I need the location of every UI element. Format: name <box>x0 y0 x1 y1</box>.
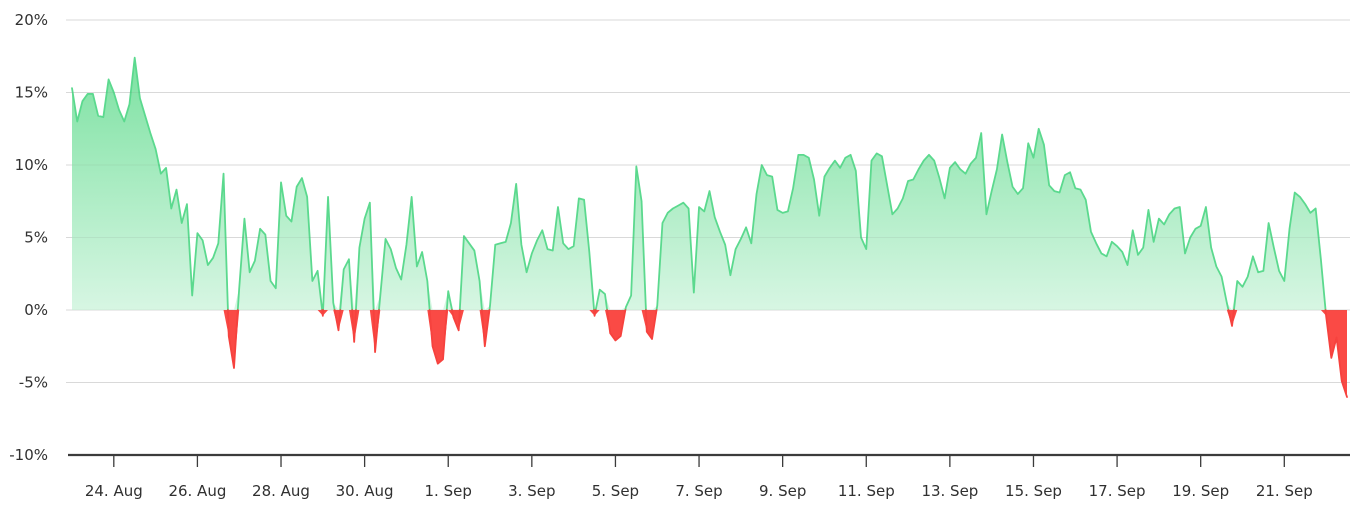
y-axis-label: 5% <box>24 229 48 247</box>
x-axis-label: 3. Sep <box>508 482 555 500</box>
y-axis-label: 10% <box>15 156 48 174</box>
x-axis-label: 30. Aug <box>336 482 394 500</box>
x-axis-label: 24. Aug <box>85 482 143 500</box>
y-axis-label: -5% <box>19 374 48 392</box>
x-axis-label: 28. Aug <box>252 482 310 500</box>
x-axis-label: 11. Sep <box>838 482 895 500</box>
x-axis-label: 9. Sep <box>759 482 806 500</box>
x-axis-label: 21. Sep <box>1256 482 1313 500</box>
x-axis-label: 17. Sep <box>1089 482 1146 500</box>
x-axis-label: 13. Sep <box>921 482 978 500</box>
y-axis-label: -10% <box>9 446 48 464</box>
x-axis-label: 19. Sep <box>1172 482 1229 500</box>
y-axis-label: 0% <box>24 301 48 319</box>
x-axis-label: 26. Aug <box>168 482 226 500</box>
area-series[interactable] <box>71 56 1348 398</box>
x-axis <box>68 453 1350 467</box>
y-axis-label: 20% <box>15 11 48 29</box>
x-axis-label: 15. Sep <box>1005 482 1062 500</box>
y-axis-label: 15% <box>15 84 48 102</box>
x-axis-label: 1. Sep <box>425 482 472 500</box>
x-axis-label: 5. Sep <box>592 482 639 500</box>
axis-labels: 20% 15% 10% 5% 0% -5% -10% 24. Aug 26. A… <box>9 11 1313 500</box>
x-axis-label: 7. Sep <box>675 482 722 500</box>
gridlines-overlay <box>66 19 1350 383</box>
